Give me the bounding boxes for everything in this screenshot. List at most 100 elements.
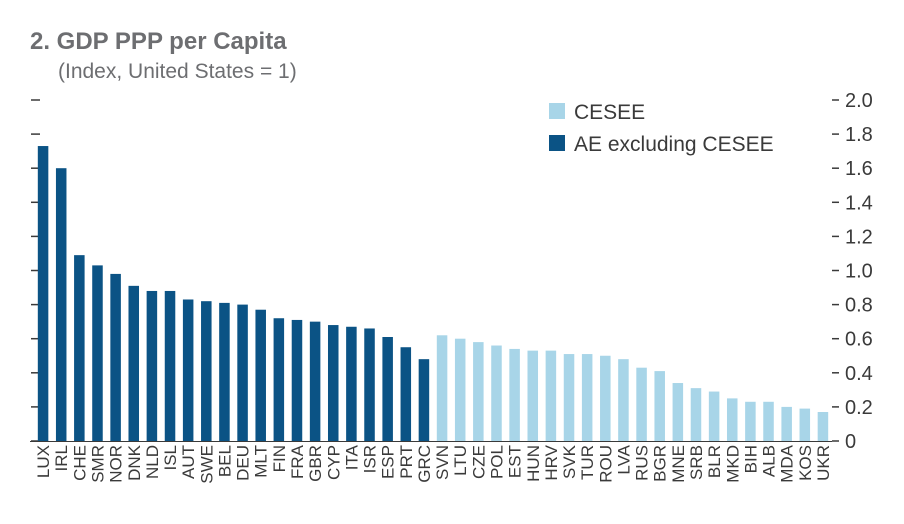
legend-label-cesee: CESEE [574, 101, 645, 124]
y-tick-label: 0 [845, 431, 856, 453]
bar-svn [436, 335, 448, 441]
bar-esp [382, 337, 393, 441]
y-tick-label: 0.4 [845, 363, 873, 385]
bar-irl [55, 168, 67, 441]
bar-mkd [726, 398, 738, 442]
category-label-cze: CZE [469, 445, 488, 479]
category-label-svk: SVK [560, 444, 579, 479]
bar-grc [418, 359, 430, 441]
category-label-mda: MDA [778, 444, 797, 482]
bars [30, 146, 832, 442]
category-label-isl: ISL [161, 445, 180, 471]
category-label-alb: ALB [760, 445, 779, 477]
bar-lva [618, 359, 629, 441]
category-label-nor: NOR [107, 445, 126, 483]
bar-bih [745, 401, 756, 441]
legend-swatch-cesee [549, 103, 565, 119]
y-tick-label: 1.2 [845, 226, 873, 248]
y-tick-label: 1.6 [845, 158, 873, 180]
category-label-irl: IRL [52, 445, 71, 471]
category-label-isr: ISR [361, 445, 380, 473]
bar-ukr [817, 412, 829, 441]
category-label-est: EST [506, 445, 525, 478]
bar-dnk [128, 285, 140, 441]
category-label-nld: NLD [143, 445, 162, 479]
chart-title: 2. GDP PPP per Capita [30, 28, 287, 55]
bar-srb [690, 388, 702, 441]
category-label-bih: BIH [741, 445, 760, 473]
y-tick-label: 0.2 [845, 397, 873, 419]
y-tick-label: 1.4 [845, 192, 873, 214]
bar-mlt [255, 309, 266, 441]
bar-lux [37, 146, 49, 442]
bar-svk [563, 354, 575, 441]
category-label-rus: RUS [633, 445, 652, 481]
bar-che [74, 255, 85, 441]
bar-prt [400, 347, 412, 441]
bar-isr [364, 328, 375, 441]
legend: CESEE AE excluding CESEE [549, 101, 774, 156]
bar-fra [291, 319, 303, 441]
category-label-lva: LVA [614, 444, 633, 474]
category-label-che: CHE [70, 445, 89, 481]
bar-swe [201, 301, 212, 441]
bar-blr [708, 391, 720, 441]
bar-cyp [327, 325, 339, 441]
bar-kos [799, 408, 811, 441]
category-label-lux: LUX [34, 445, 53, 478]
category-label-hrv: HRV [542, 444, 561, 480]
bar-est [509, 348, 520, 441]
legend-swatch-ae [549, 135, 565, 151]
category-label-bel: BEL [215, 445, 234, 477]
y-tick-label: 1.0 [845, 261, 873, 283]
category-label-fin: FIN [270, 445, 289, 472]
category-label-ukr: UKR [814, 445, 833, 481]
chart-subtitle: (Index, United States = 1) [58, 60, 297, 83]
bar-gbr [309, 321, 321, 441]
bar-rus [636, 367, 647, 441]
category-label-pol: POL [487, 445, 506, 479]
category-label-deu: DEU [234, 445, 253, 481]
y-tick-label: 0.8 [845, 295, 873, 317]
bar-hun [527, 350, 539, 441]
bar-deu [237, 304, 248, 441]
category-label-esp: ESP [379, 445, 398, 479]
category-label-mkd: MKD [723, 445, 742, 483]
bar-bel [219, 302, 230, 441]
category-label-mne: MNE [669, 445, 688, 483]
right-axis: 0 0.2 0.4 0.6 0.8 1.0 1.2 1.4 1.6 1.8 2.0 [832, 90, 873, 453]
category-label-svn: SVN [433, 445, 452, 480]
category-label-blr: BLR [705, 445, 724, 478]
category-label-gbr: GBR [306, 445, 325, 482]
bar-fin [273, 318, 285, 441]
category-label-cyp: CYP [324, 445, 343, 480]
category-label-dnk: DNK [125, 444, 144, 481]
bar-ltu [454, 338, 466, 441]
bar-nld [146, 290, 158, 441]
bar-mne [672, 383, 684, 441]
category-label-grc: GRC [415, 445, 434, 483]
legend-label-ae: AE excluding CESEE [574, 133, 774, 156]
y-tick-label: 1.8 [845, 124, 873, 146]
category-label-srb: SRB [687, 445, 706, 480]
category-label-prt: PRT [397, 445, 416, 479]
y-tick-label: 0.6 [845, 329, 873, 351]
category-label-mlt: MLT [252, 445, 271, 478]
bar-bgr [654, 371, 665, 441]
category-label-swe: SWE [197, 445, 216, 484]
bar-hrv [545, 350, 557, 441]
category-label-bgr: BGR [651, 445, 670, 482]
bar-ita [346, 326, 357, 441]
category-label-smr: SMR [88, 445, 107, 483]
category-labels: LUX IRL CHE SMR NOR DNK NLD ISL AUT SWE BEL DEU MLT F… [34, 444, 833, 483]
y-tick-label: 2.0 [845, 90, 873, 112]
bar-smr [92, 265, 103, 441]
bar-cze [473, 342, 484, 441]
category-label-ltu: LTU [451, 445, 470, 476]
bar-pol [491, 345, 502, 441]
bar-alb [763, 401, 774, 441]
bar-isl [164, 290, 176, 441]
category-label-rou: ROU [596, 445, 615, 483]
bar-nor [110, 273, 121, 441]
